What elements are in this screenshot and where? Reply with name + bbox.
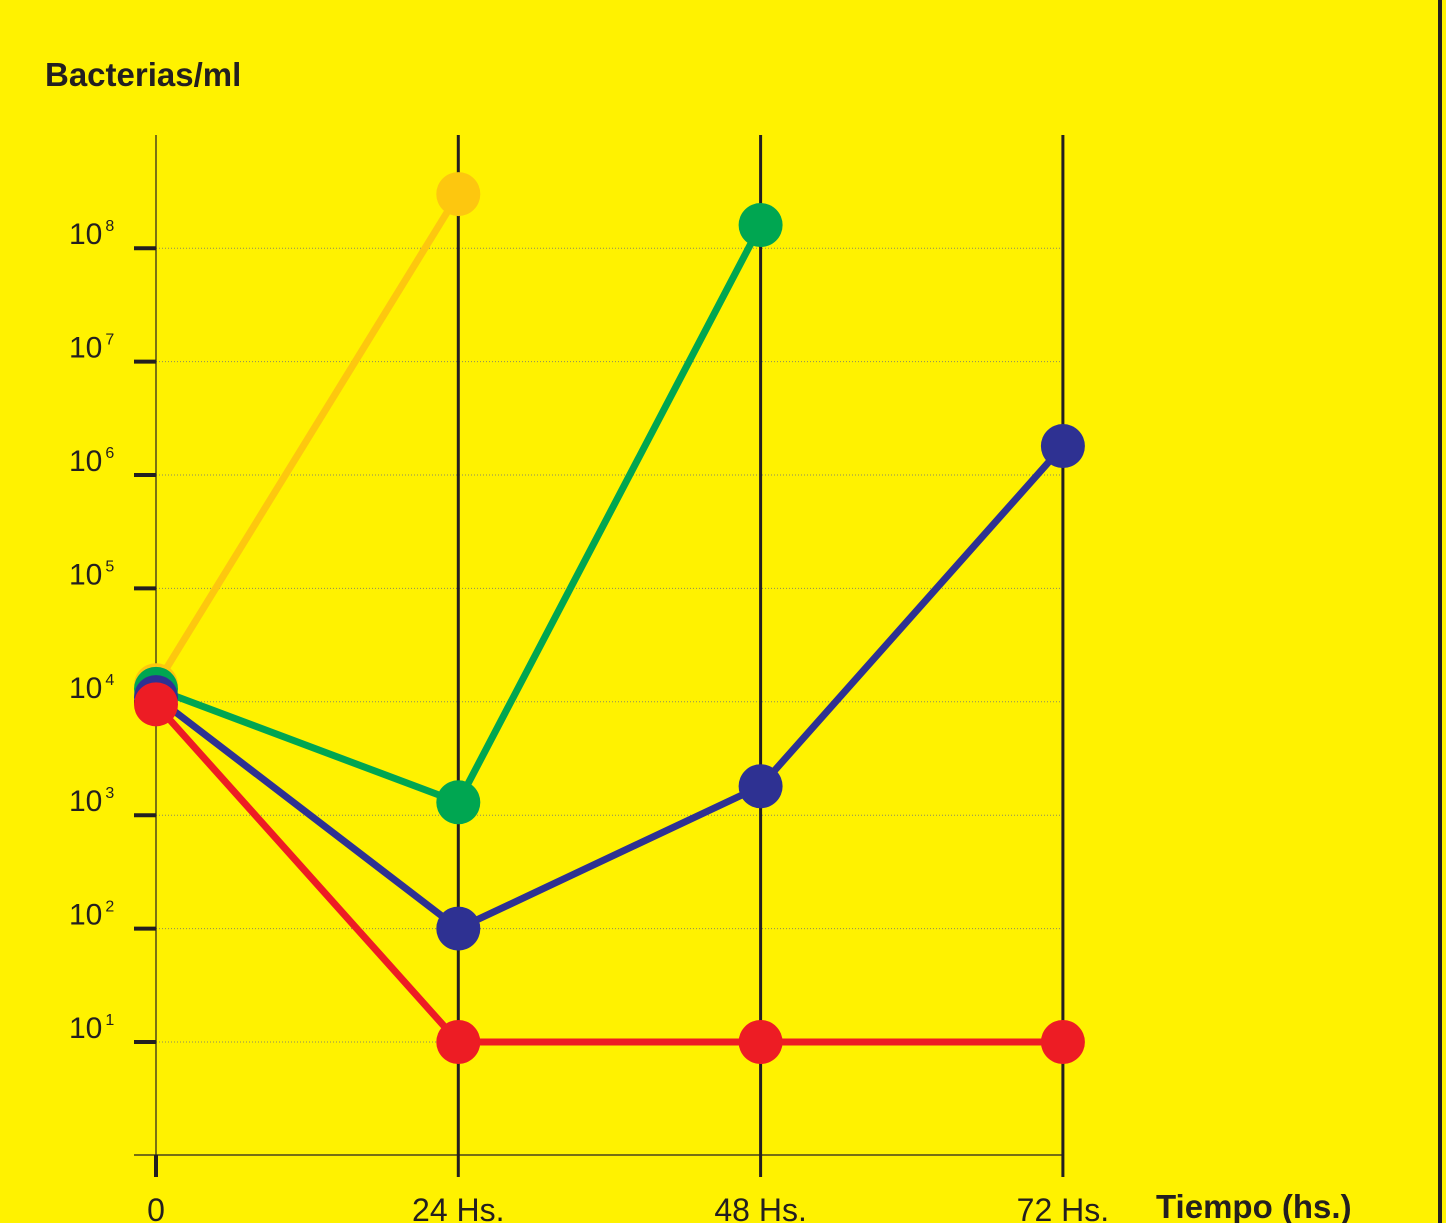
x-axis-title: Tiempo (hs.) [1156, 1188, 1352, 1223]
y-tick-exponent: 3 [105, 785, 114, 802]
series-line-3 [152, 442, 1067, 933]
data-point-s4-72 [1040, 1020, 1085, 1064]
axes [134, 135, 1065, 1177]
y-tick-label-7: 10 7 [69, 332, 114, 365]
y-tick-exponent: 4 [105, 672, 114, 689]
y-tick-label-3: 10 3 [69, 785, 114, 818]
data-point-s3-72 [1040, 424, 1085, 469]
y-tick-exponent: 7 [105, 332, 114, 349]
data-point-s3-24 [436, 906, 481, 951]
x-tick-label-24: 24 Hs. [412, 1192, 504, 1223]
data-point-s2-48 [738, 203, 783, 248]
y-tick-label-6: 10 6 [69, 445, 114, 478]
y-axis-title: Bacterias/ml [45, 56, 241, 93]
x-tick-label-0: 0 [147, 1192, 165, 1223]
data-point-s4-48 [738, 1020, 783, 1064]
x-tick-label-48: 48 Hs. [714, 1192, 806, 1223]
data-point-s2-24 [436, 780, 481, 825]
y-tick-label-2: 10 2 [69, 899, 114, 932]
y-tick-exponent: 1 [105, 1012, 114, 1029]
y-tick-exponent: 5 [105, 558, 114, 575]
gridlines [156, 247, 1063, 1043]
x-tick-label-72: 72 Hs. [1017, 1192, 1109, 1223]
y-tick-label-5: 10 5 [69, 558, 114, 591]
data-point-s3-48 [738, 764, 783, 809]
y-tick-label-1: 10 1 [69, 1012, 114, 1045]
y-tick-exponent: 6 [105, 445, 114, 462]
series-lines [152, 190, 1067, 1046]
y-tick-label-8: 10 8 [69, 218, 114, 251]
x-ticks: 0 24 Hs. 48 Hs. 72 Hs. [147, 1192, 1109, 1223]
data-point-s1-24 [436, 172, 481, 217]
y-tick-exponent: 2 [105, 899, 114, 916]
data-point-s4-24 [436, 1020, 481, 1064]
series-line-4 [152, 700, 1067, 1046]
y-tick-label-4: 10 4 [69, 672, 114, 705]
series-points [134, 172, 1085, 1064]
y-tick-exponent: 8 [105, 218, 114, 235]
data-point-s4-0 [134, 682, 178, 727]
series-line-1 [152, 190, 462, 689]
